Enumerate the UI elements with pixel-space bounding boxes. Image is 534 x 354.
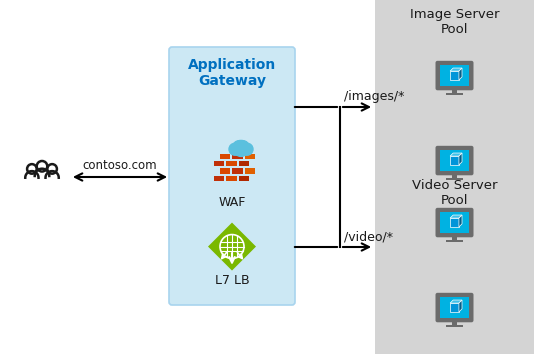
Bar xyxy=(375,0,534,177)
FancyBboxPatch shape xyxy=(436,208,474,237)
FancyBboxPatch shape xyxy=(169,47,295,305)
Bar xyxy=(452,235,457,240)
Bar xyxy=(214,176,224,181)
Circle shape xyxy=(238,141,249,151)
Polygon shape xyxy=(459,300,462,312)
Bar xyxy=(446,93,464,95)
Bar xyxy=(446,240,464,242)
Bar xyxy=(452,320,457,325)
Bar xyxy=(440,297,469,318)
Bar xyxy=(232,154,243,159)
Bar xyxy=(239,176,249,181)
Bar xyxy=(452,88,457,93)
Bar xyxy=(245,169,255,173)
Polygon shape xyxy=(450,218,459,227)
Bar xyxy=(446,325,464,327)
Bar xyxy=(226,161,237,166)
Circle shape xyxy=(241,143,253,155)
Polygon shape xyxy=(450,68,462,71)
Polygon shape xyxy=(459,215,462,227)
Bar xyxy=(452,173,457,178)
Circle shape xyxy=(233,141,244,151)
Circle shape xyxy=(220,235,244,258)
Polygon shape xyxy=(459,68,462,80)
Polygon shape xyxy=(450,303,459,312)
Bar xyxy=(226,176,237,181)
FancyBboxPatch shape xyxy=(436,146,474,175)
Bar xyxy=(440,150,469,171)
FancyBboxPatch shape xyxy=(436,61,474,90)
FancyBboxPatch shape xyxy=(436,293,474,322)
Circle shape xyxy=(233,141,249,156)
Text: Application
Gateway: Application Gateway xyxy=(188,58,276,88)
Polygon shape xyxy=(450,156,459,165)
Bar xyxy=(375,177,534,354)
Polygon shape xyxy=(450,215,462,218)
Polygon shape xyxy=(208,223,256,270)
Bar xyxy=(245,154,255,159)
Bar xyxy=(214,161,224,166)
Text: WAF: WAF xyxy=(218,196,246,209)
Text: Image Server
Pool: Image Server Pool xyxy=(410,8,499,36)
Text: Video Server
Pool: Video Server Pool xyxy=(412,179,497,207)
Bar xyxy=(440,65,469,86)
Bar xyxy=(446,178,464,180)
Bar xyxy=(220,154,230,159)
Bar xyxy=(239,161,249,166)
Text: /video/*: /video/* xyxy=(344,230,393,243)
Bar xyxy=(220,169,230,173)
Text: L7 LB: L7 LB xyxy=(215,274,249,286)
Text: /images/*: /images/* xyxy=(344,90,404,103)
Polygon shape xyxy=(450,300,462,303)
Bar xyxy=(232,169,243,173)
Polygon shape xyxy=(450,71,459,80)
Polygon shape xyxy=(450,153,462,156)
Text: contoso.com: contoso.com xyxy=(83,159,158,172)
Bar xyxy=(440,212,469,233)
Polygon shape xyxy=(459,153,462,165)
Circle shape xyxy=(229,143,241,155)
